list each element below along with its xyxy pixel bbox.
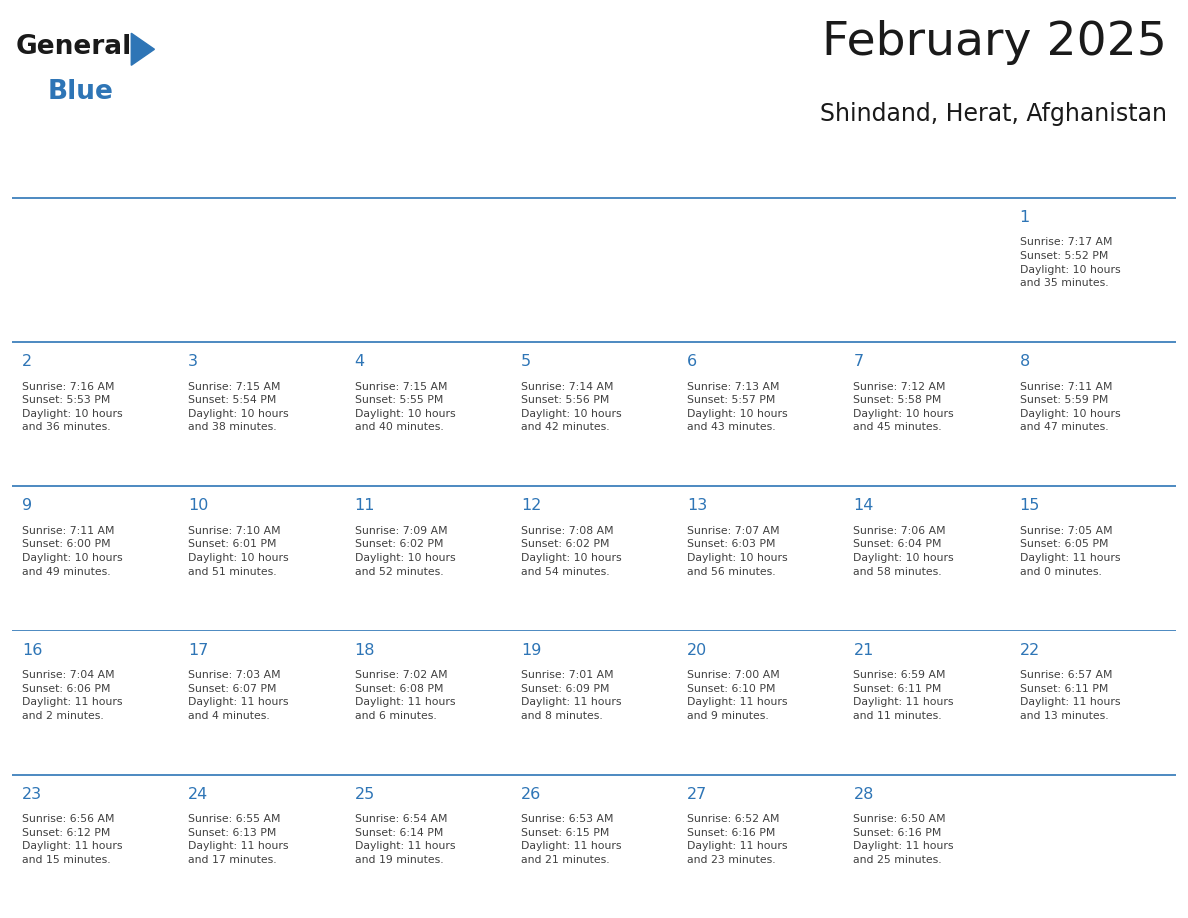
Text: Sunrise: 6:53 AM
Sunset: 6:15 PM
Daylight: 11 hours
and 21 minutes.: Sunrise: 6:53 AM Sunset: 6:15 PM Dayligh… xyxy=(520,814,621,865)
Text: 8: 8 xyxy=(1019,354,1030,369)
Text: Sunday: Sunday xyxy=(21,171,82,185)
Text: 14: 14 xyxy=(853,498,874,513)
Text: 20: 20 xyxy=(687,643,707,657)
Text: 23: 23 xyxy=(21,787,42,801)
Text: Saturday: Saturday xyxy=(1019,171,1092,185)
Text: Sunrise: 7:06 AM
Sunset: 6:04 PM
Daylight: 10 hours
and 58 minutes.: Sunrise: 7:06 AM Sunset: 6:04 PM Dayligh… xyxy=(853,526,954,577)
Text: Thursday: Thursday xyxy=(687,171,763,185)
Text: Sunrise: 7:15 AM
Sunset: 5:55 PM
Daylight: 10 hours
and 40 minutes.: Sunrise: 7:15 AM Sunset: 5:55 PM Dayligh… xyxy=(354,382,455,432)
Text: Sunrise: 6:57 AM
Sunset: 6:11 PM
Daylight: 11 hours
and 13 minutes.: Sunrise: 6:57 AM Sunset: 6:11 PM Dayligh… xyxy=(1019,670,1120,721)
Text: 19: 19 xyxy=(520,643,542,657)
Text: 28: 28 xyxy=(853,787,874,801)
Text: February 2025: February 2025 xyxy=(822,20,1168,65)
Text: 17: 17 xyxy=(188,643,209,657)
Text: Sunrise: 7:10 AM
Sunset: 6:01 PM
Daylight: 10 hours
and 51 minutes.: Sunrise: 7:10 AM Sunset: 6:01 PM Dayligh… xyxy=(188,526,289,577)
Text: Sunrise: 7:02 AM
Sunset: 6:08 PM
Daylight: 11 hours
and 6 minutes.: Sunrise: 7:02 AM Sunset: 6:08 PM Dayligh… xyxy=(354,670,455,721)
Text: 26: 26 xyxy=(520,787,541,801)
Text: 7: 7 xyxy=(853,354,864,369)
Text: 9: 9 xyxy=(21,498,32,513)
Text: Sunrise: 7:01 AM
Sunset: 6:09 PM
Daylight: 11 hours
and 8 minutes.: Sunrise: 7:01 AM Sunset: 6:09 PM Dayligh… xyxy=(520,670,621,721)
Text: Sunrise: 7:16 AM
Sunset: 5:53 PM
Daylight: 10 hours
and 36 minutes.: Sunrise: 7:16 AM Sunset: 5:53 PM Dayligh… xyxy=(21,382,122,432)
Text: 4: 4 xyxy=(354,354,365,369)
Text: Sunrise: 7:07 AM
Sunset: 6:03 PM
Daylight: 10 hours
and 56 minutes.: Sunrise: 7:07 AM Sunset: 6:03 PM Dayligh… xyxy=(687,526,788,577)
Text: 11: 11 xyxy=(354,498,375,513)
Text: Sunrise: 7:13 AM
Sunset: 5:57 PM
Daylight: 10 hours
and 43 minutes.: Sunrise: 7:13 AM Sunset: 5:57 PM Dayligh… xyxy=(687,382,788,432)
Text: 16: 16 xyxy=(21,643,43,657)
Text: Wednesday: Wednesday xyxy=(520,171,614,185)
Text: 25: 25 xyxy=(354,787,374,801)
Text: Tuesday: Tuesday xyxy=(354,171,421,185)
Text: 10: 10 xyxy=(188,498,209,513)
Text: 13: 13 xyxy=(687,498,707,513)
Text: 24: 24 xyxy=(188,787,209,801)
Text: Sunrise: 6:59 AM
Sunset: 6:11 PM
Daylight: 11 hours
and 11 minutes.: Sunrise: 6:59 AM Sunset: 6:11 PM Dayligh… xyxy=(853,670,954,721)
Text: 1: 1 xyxy=(1019,210,1030,225)
Text: Sunrise: 7:09 AM
Sunset: 6:02 PM
Daylight: 10 hours
and 52 minutes.: Sunrise: 7:09 AM Sunset: 6:02 PM Dayligh… xyxy=(354,526,455,577)
Text: Shindand, Herat, Afghanistan: Shindand, Herat, Afghanistan xyxy=(821,102,1168,126)
Text: Sunrise: 7:00 AM
Sunset: 6:10 PM
Daylight: 11 hours
and 9 minutes.: Sunrise: 7:00 AM Sunset: 6:10 PM Dayligh… xyxy=(687,670,788,721)
Text: Sunrise: 6:52 AM
Sunset: 6:16 PM
Daylight: 11 hours
and 23 minutes.: Sunrise: 6:52 AM Sunset: 6:16 PM Dayligh… xyxy=(687,814,788,865)
Polygon shape xyxy=(132,33,154,65)
Text: Friday: Friday xyxy=(853,171,903,185)
Text: 27: 27 xyxy=(687,787,707,801)
Text: Sunrise: 7:12 AM
Sunset: 5:58 PM
Daylight: 10 hours
and 45 minutes.: Sunrise: 7:12 AM Sunset: 5:58 PM Dayligh… xyxy=(853,382,954,432)
Text: 12: 12 xyxy=(520,498,542,513)
Text: 15: 15 xyxy=(1019,498,1040,513)
Text: 2: 2 xyxy=(21,354,32,369)
Text: Sunrise: 6:54 AM
Sunset: 6:14 PM
Daylight: 11 hours
and 19 minutes.: Sunrise: 6:54 AM Sunset: 6:14 PM Dayligh… xyxy=(354,814,455,865)
Text: 6: 6 xyxy=(687,354,697,369)
Text: Sunrise: 7:08 AM
Sunset: 6:02 PM
Daylight: 10 hours
and 54 minutes.: Sunrise: 7:08 AM Sunset: 6:02 PM Dayligh… xyxy=(520,526,621,577)
Text: General: General xyxy=(15,34,132,60)
Text: Sunrise: 7:15 AM
Sunset: 5:54 PM
Daylight: 10 hours
and 38 minutes.: Sunrise: 7:15 AM Sunset: 5:54 PM Dayligh… xyxy=(188,382,289,432)
Text: Sunrise: 7:11 AM
Sunset: 6:00 PM
Daylight: 10 hours
and 49 minutes.: Sunrise: 7:11 AM Sunset: 6:00 PM Dayligh… xyxy=(21,526,122,577)
Text: 5: 5 xyxy=(520,354,531,369)
Text: Monday: Monday xyxy=(188,171,252,185)
Text: Sunrise: 7:11 AM
Sunset: 5:59 PM
Daylight: 10 hours
and 47 minutes.: Sunrise: 7:11 AM Sunset: 5:59 PM Dayligh… xyxy=(1019,382,1120,432)
Text: Blue: Blue xyxy=(48,79,113,105)
Text: Sunrise: 7:05 AM
Sunset: 6:05 PM
Daylight: 11 hours
and 0 minutes.: Sunrise: 7:05 AM Sunset: 6:05 PM Dayligh… xyxy=(1019,526,1120,577)
Text: Sunrise: 6:50 AM
Sunset: 6:16 PM
Daylight: 11 hours
and 25 minutes.: Sunrise: 6:50 AM Sunset: 6:16 PM Dayligh… xyxy=(853,814,954,865)
Text: 22: 22 xyxy=(1019,643,1040,657)
Text: 21: 21 xyxy=(853,643,874,657)
Text: Sunrise: 7:14 AM
Sunset: 5:56 PM
Daylight: 10 hours
and 42 minutes.: Sunrise: 7:14 AM Sunset: 5:56 PM Dayligh… xyxy=(520,382,621,432)
Text: Sunrise: 7:04 AM
Sunset: 6:06 PM
Daylight: 11 hours
and 2 minutes.: Sunrise: 7:04 AM Sunset: 6:06 PM Dayligh… xyxy=(21,670,122,721)
Text: 3: 3 xyxy=(188,354,198,369)
Text: Sunrise: 7:17 AM
Sunset: 5:52 PM
Daylight: 10 hours
and 35 minutes.: Sunrise: 7:17 AM Sunset: 5:52 PM Dayligh… xyxy=(1019,238,1120,288)
Text: Sunrise: 6:55 AM
Sunset: 6:13 PM
Daylight: 11 hours
and 17 minutes.: Sunrise: 6:55 AM Sunset: 6:13 PM Dayligh… xyxy=(188,814,289,865)
Text: Sunrise: 7:03 AM
Sunset: 6:07 PM
Daylight: 11 hours
and 4 minutes.: Sunrise: 7:03 AM Sunset: 6:07 PM Dayligh… xyxy=(188,670,289,721)
Text: Sunrise: 6:56 AM
Sunset: 6:12 PM
Daylight: 11 hours
and 15 minutes.: Sunrise: 6:56 AM Sunset: 6:12 PM Dayligh… xyxy=(21,814,122,865)
Text: 18: 18 xyxy=(354,643,375,657)
